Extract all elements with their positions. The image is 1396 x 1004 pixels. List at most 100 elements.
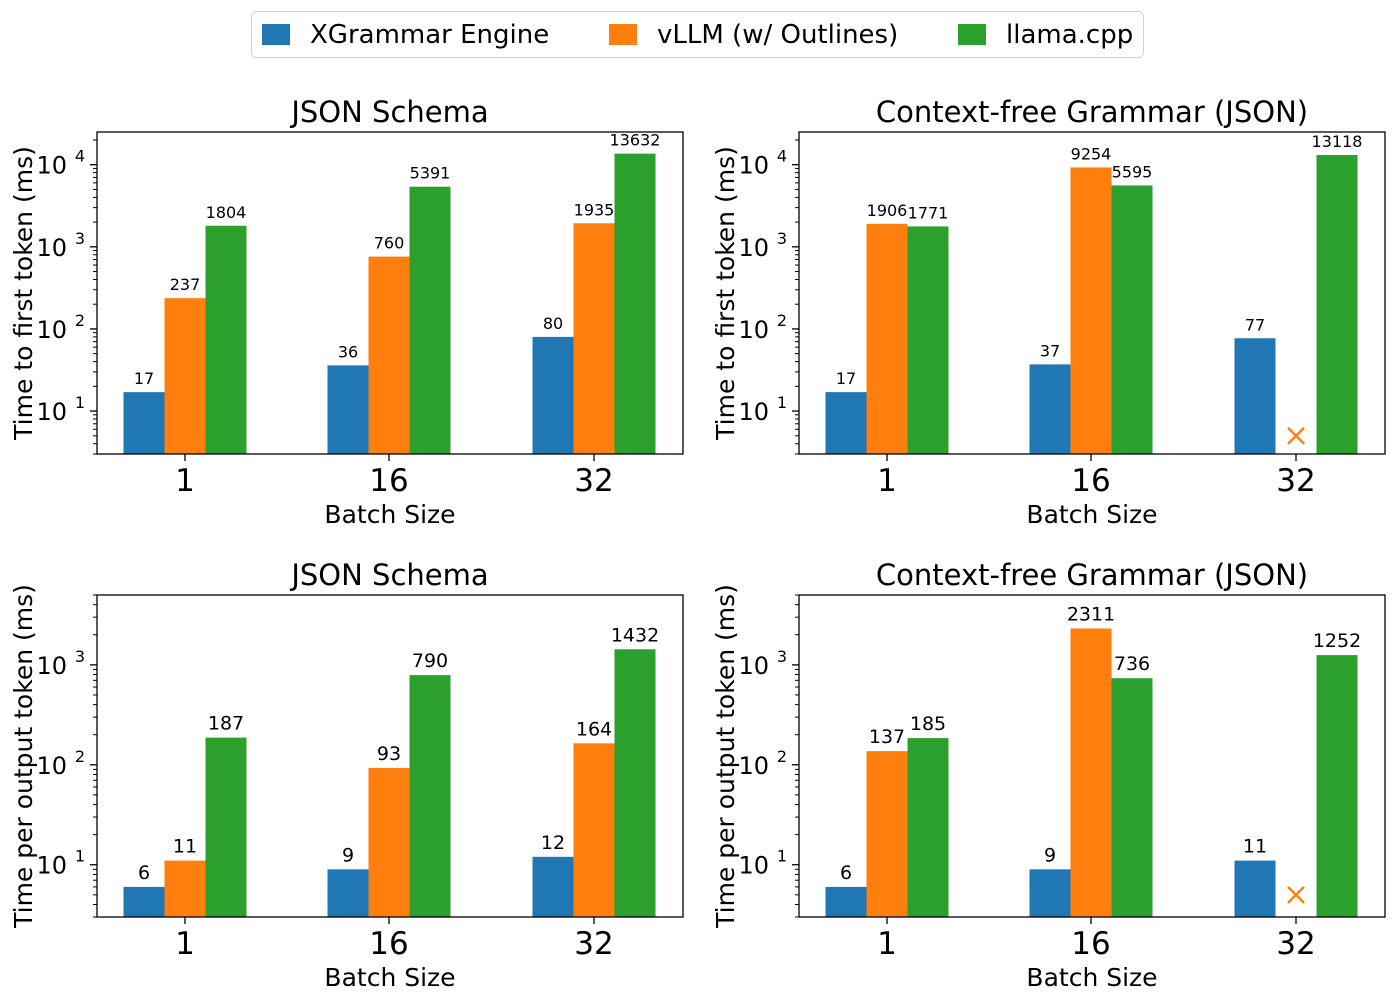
data-label: 77 (1245, 315, 1265, 334)
bar-xgrammarengine-32 (1234, 338, 1276, 454)
data-label: 6 (840, 862, 852, 884)
x-tick-label: 1 (877, 926, 897, 962)
plot-frame (798, 131, 1386, 455)
x-tick-label: 1 (877, 463, 897, 499)
data-label: 736 (1114, 653, 1150, 675)
data-label: 1252 (1313, 630, 1361, 652)
y-axis-label: Time per output token (ms) (711, 584, 740, 929)
y-tick-label: 10 1 (738, 847, 787, 880)
data-label: 9254 (1071, 144, 1112, 163)
data-label: 93 (377, 743, 401, 765)
bar-llamacpp-1 (907, 738, 949, 917)
failure-x-marker (1287, 885, 1305, 904)
bar-xgrammarengine-1 (825, 392, 867, 454)
data-label: 9 (342, 844, 354, 866)
data-label: 37 (1040, 341, 1060, 360)
x-axis-label: Batch Size (1026, 963, 1157, 992)
legend-label-llamacpp: llama.cpp (1006, 19, 1134, 50)
data-label: 1432 (611, 624, 659, 646)
data-label: 1906 (867, 201, 908, 220)
data-label: 12 (541, 832, 565, 854)
data-label: 237 (170, 275, 201, 294)
bar-llamacpp-32 (614, 153, 656, 454)
chart-panel-4: 6 9 11 137 2311 185 736 1252 10 1 10 2 10 3 1 16 32 Conte… (711, 558, 1386, 992)
bar-llamacpp-16 (409, 186, 451, 454)
bar-xgrammarengine-1 (123, 886, 165, 917)
bar-vllmwoutlines-16 (368, 256, 410, 454)
legend-swatch-llamacpp (958, 24, 986, 45)
bar-vllmwoutlines-1 (866, 751, 908, 917)
y-axis-label: Time per output token (ms) (9, 584, 38, 929)
data-label: 790 (412, 650, 448, 672)
data-label: 137 (869, 726, 905, 748)
y-tick-label: 10 4 (738, 147, 787, 180)
legend-swatch-vllm (609, 24, 637, 45)
data-label: 164 (576, 718, 612, 740)
bar-xgrammarengine-16 (327, 869, 369, 917)
legend: XGrammar Engine vLLM (w/ Outlines) llama… (251, 11, 1144, 58)
data-label: 80 (543, 314, 563, 333)
data-label: 13118 (1312, 132, 1363, 151)
data-label: 6 (138, 862, 150, 884)
legend-item-llamacpp: llama.cpp (958, 12, 1133, 57)
y-axis-label: Time to first token (ms) (711, 146, 740, 441)
data-label: 760 (374, 234, 405, 253)
chart-panel-2: 17 37 77 1906 9254 1771 5595 13118 10 1 10 2 10 3 10 4 1… (711, 95, 1386, 529)
data-label: 1935 (574, 200, 615, 219)
bar-llamacpp-32 (1316, 655, 1358, 917)
x-tick-label: 32 (574, 463, 613, 499)
legend-item-vllm: vLLM (w/ Outlines) (609, 12, 898, 57)
x-tick-label: 32 (1276, 926, 1315, 962)
bar-vllmwoutlines-32 (573, 743, 615, 917)
bar-xgrammarengine-32 (532, 336, 574, 454)
legend-item-xgrammar: XGrammar Engine (262, 12, 549, 57)
data-label: 17 (134, 369, 154, 388)
bar-vllmwoutlines-1 (866, 223, 908, 454)
y-axis-label: Time to first token (ms) (9, 146, 38, 441)
y-tick-label: 10 3 (738, 647, 787, 680)
x-tick-label: 32 (574, 926, 613, 962)
bar-xgrammarengine-16 (1029, 869, 1071, 917)
bar-vllmwoutlines-1 (164, 860, 206, 917)
chart-title: Context-free Grammar (JSON) (876, 95, 1308, 129)
y-tick-label: 10 1 (36, 393, 85, 426)
legend-label-vllm: vLLM (w/ Outlines) (657, 19, 899, 50)
y-tick-label: 10 2 (36, 747, 85, 780)
chart-panel-3: 6 9 12 11 93 164 187 790 1432 10 1 10 2 10 3 1 16 32 JSON … (9, 558, 684, 992)
x-tick-label: 1 (175, 463, 195, 499)
y-tick-label: 10 3 (36, 647, 85, 680)
chart-title: JSON Schema (289, 558, 488, 592)
x-axis-label: Batch Size (1026, 500, 1157, 529)
bar-vllmwoutlines-1 (164, 298, 206, 454)
y-tick-label: 10 2 (738, 311, 787, 344)
bar-llamacpp-1 (205, 737, 247, 917)
data-label: 187 (208, 713, 244, 735)
data-label: 11 (173, 836, 197, 858)
data-label: 1771 (908, 203, 949, 222)
bar-llamacpp-1 (907, 226, 949, 454)
data-label: 17 (836, 369, 856, 388)
data-label: 36 (338, 342, 358, 361)
y-tick-label: 10 4 (36, 147, 85, 180)
data-label: 5595 (1112, 162, 1153, 181)
data-label: 9 (1044, 844, 1056, 866)
bar-xgrammarengine-32 (532, 856, 574, 917)
bar-vllmwoutlines-16 (1070, 628, 1112, 917)
bar-xgrammarengine-1 (825, 886, 867, 917)
bar-xgrammarengine-16 (327, 365, 369, 454)
legend-swatch-xgrammar (262, 24, 290, 45)
x-tick-label: 16 (1071, 463, 1110, 499)
bar-llamacpp-32 (1316, 155, 1358, 454)
plot-frame (96, 131, 684, 455)
bar-llamacpp-1 (205, 225, 247, 454)
data-label: 5391 (410, 164, 451, 183)
bar-llamacpp-16 (1111, 185, 1153, 455)
plot-frame (96, 594, 684, 918)
x-tick-label: 1 (175, 926, 195, 962)
bar-vllmwoutlines-32 (573, 223, 615, 454)
bar-vllmwoutlines-16 (368, 767, 410, 917)
x-tick-label: 16 (369, 926, 408, 962)
x-axis-label: Batch Size (324, 963, 455, 992)
bar-llamacpp-16 (1111, 678, 1153, 917)
